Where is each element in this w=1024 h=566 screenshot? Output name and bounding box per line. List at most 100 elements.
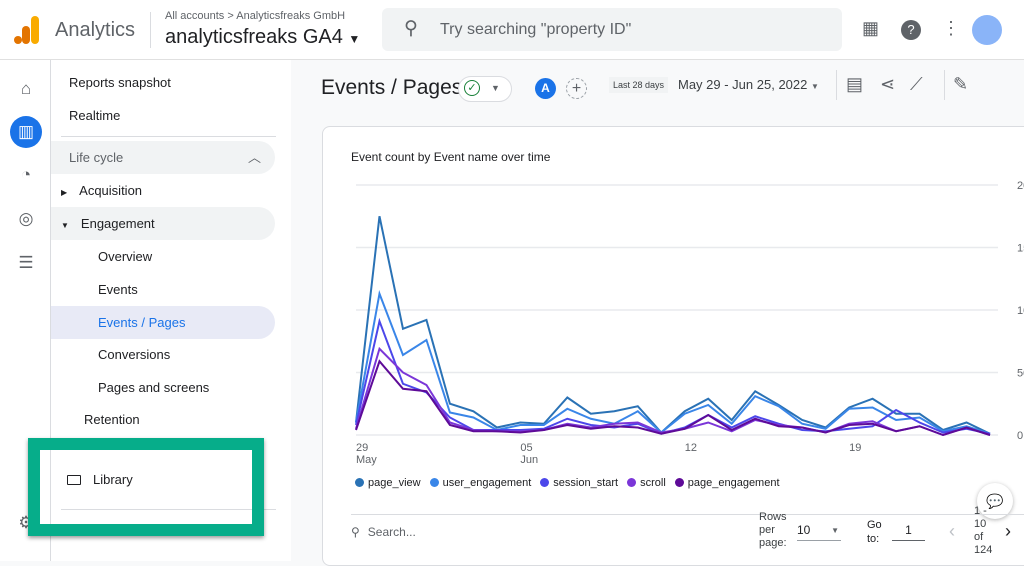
goto-input[interactable]: 1 (892, 523, 925, 541)
edit-pencil-icon[interactable]: ✎ (953, 74, 969, 94)
icon-rail: ⌂ ▥ ◔ ◎ ☰ ⚙ (0, 60, 51, 561)
acquisition-label: Acquisition (79, 183, 143, 198)
nav-lifecycle[interactable]: Life cycle ︿ (51, 141, 275, 174)
lifecycle-label: Life cycle (69, 150, 124, 165)
date-badge: Last 28 days (609, 77, 669, 93)
date-range-picker[interactable]: May 29 - Jun 25, 2022 ▼ (678, 77, 819, 92)
nav-events-pages[interactable]: Events / Pages (51, 306, 275, 339)
help-icon[interactable]: ? (901, 20, 921, 40)
advertising-icon[interactable]: ◎ (18, 209, 34, 228)
customize-report-icon[interactable]: ▤ (846, 74, 864, 94)
legend-label: page_view (368, 477, 421, 489)
rows-per-page-label: Rows per page: (759, 511, 787, 549)
table-search-placeholder: Search... (367, 525, 416, 539)
legend-label: page_engagement (687, 477, 780, 489)
search-icon: ⚲ (404, 18, 418, 39)
legend-label: session_start (553, 477, 619, 489)
series-line-page_view (355, 216, 991, 435)
range-of: of (974, 531, 984, 543)
legend-item[interactable]: user_engagement (429, 477, 531, 489)
rows-per-page-select[interactable]: 10 ▼ (797, 523, 841, 541)
legend-dot-icon (674, 478, 684, 487)
rows-per-page-value: 10 (797, 523, 811, 537)
search-placeholder: Try searching "property ID" (440, 21, 632, 38)
report-main: Events / Pages ✓ ▼ A + Last 28 days May 2… (291, 60, 1024, 566)
chart-card: Event count by Event name over time 200 1… (322, 126, 1024, 566)
y-tick-label: 150 (1017, 243, 1024, 255)
table-search-input[interactable]: ⚲ Search... (351, 525, 416, 539)
add-comparison-button[interactable]: + (566, 78, 587, 99)
nav-pages-screens[interactable]: Pages and screens (98, 380, 210, 395)
legend-dot-icon (540, 478, 550, 487)
nav-retention[interactable]: Retention (84, 412, 140, 427)
breadcrumb[interactable]: All accounts > Analyticsfreaks GmbH (165, 10, 346, 22)
next-page-icon[interactable]: › (1005, 521, 1011, 541)
divider (836, 70, 837, 100)
chart-legend: page_view user_engagement session_start scr… (355, 477, 780, 489)
x-tick-label: 05 (520, 442, 532, 454)
goto-label: Go to: (867, 519, 882, 545)
check-circle-icon: ✓ (464, 80, 480, 96)
y-tick-label: 200 (1017, 180, 1024, 192)
legend-item[interactable]: page_view (355, 477, 421, 489)
account-avatar[interactable] (972, 15, 1002, 45)
legend-dot-icon (355, 478, 364, 487)
x-tick-sublabel: May (356, 454, 377, 466)
chevron-up-icon: ︿ (247, 150, 261, 165)
nav-events[interactable]: Events (98, 282, 138, 297)
caret-right-icon: ▶ (61, 188, 68, 197)
search-input[interactable]: ⚲ Try searching "property ID" (382, 8, 842, 51)
nav-conversions[interactable]: Conversions (98, 347, 171, 362)
legend-item[interactable]: scroll (627, 477, 666, 489)
prev-page-icon[interactable]: ‹ (949, 521, 955, 541)
caret-down-icon: ▼ (810, 82, 819, 91)
series-line-session_start (355, 317, 991, 435)
divider (61, 509, 276, 510)
comparison-avatar[interactable]: A (535, 78, 556, 99)
chart-title: Event count by Event name over time (351, 150, 551, 164)
share-icon[interactable]: ⋖ (880, 74, 896, 94)
caret-down-icon: ▼ (831, 526, 839, 535)
home-icon[interactable]: ⌂ (20, 79, 32, 98)
y-tick-label: 0 (1017, 430, 1023, 442)
range-end: 10 (974, 518, 987, 530)
nav-reports-snapshot[interactable]: Reports snapshot (69, 75, 171, 90)
insights-icon[interactable]: ⟋ (910, 74, 923, 94)
top-bar: Analytics All accounts > Analyticsfreaks… (0, 0, 1024, 60)
app-name: Analytics (55, 19, 136, 41)
range-total: 124 (974, 544, 993, 556)
y-tick-label: 50 (1017, 368, 1024, 380)
x-tick-sublabel: Jun (520, 454, 538, 466)
property-name: analyticsfreaks GA4 (165, 26, 343, 48)
series-line-page_engagement (355, 359, 991, 437)
divider (61, 136, 276, 137)
feedback-button[interactable]: 💬 (977, 483, 1013, 519)
configure-icon[interactable]: ☰ (18, 253, 34, 272)
divider (944, 70, 945, 100)
legend-item[interactable]: session_start (540, 477, 618, 489)
nav-overview[interactable]: Overview (98, 249, 153, 264)
nav-engagement[interactable]: ▼ Engagement (51, 207, 275, 240)
engagement-label: Engagement (80, 216, 155, 231)
divider (150, 12, 151, 48)
x-tick-label: 29 (356, 442, 368, 454)
nav-realtime[interactable]: Realtime (69, 108, 121, 123)
divider (351, 514, 1024, 515)
nav-acquisition[interactable]: ▶ Acquisition (51, 174, 275, 207)
x-tick-label: 19 (849, 442, 861, 454)
page-range: 1 -10 of 124 (974, 505, 992, 557)
report-status-dropdown[interactable]: ✓ ▼ (458, 76, 512, 102)
more-vert-icon[interactable]: ⋮ (942, 18, 960, 38)
legend-label: scroll (640, 477, 666, 489)
explore-icon[interactable]: ◔ (20, 165, 32, 184)
apps-grid-icon[interactable]: ▦ (862, 18, 880, 38)
legend-dot-icon (627, 478, 637, 487)
property-selector[interactable]: analyticsfreaks GA4 ▼ (165, 26, 360, 49)
nav-library[interactable]: Library (51, 463, 275, 496)
y-tick-label: 100 (1017, 305, 1024, 317)
series-line-user_engagement (355, 290, 991, 435)
date-range-label: May 29 - Jun 25, 2022 (678, 77, 808, 92)
reports-icon[interactable]: ▥ (10, 116, 42, 148)
legend-item[interactable]: page_engagement (674, 477, 780, 489)
